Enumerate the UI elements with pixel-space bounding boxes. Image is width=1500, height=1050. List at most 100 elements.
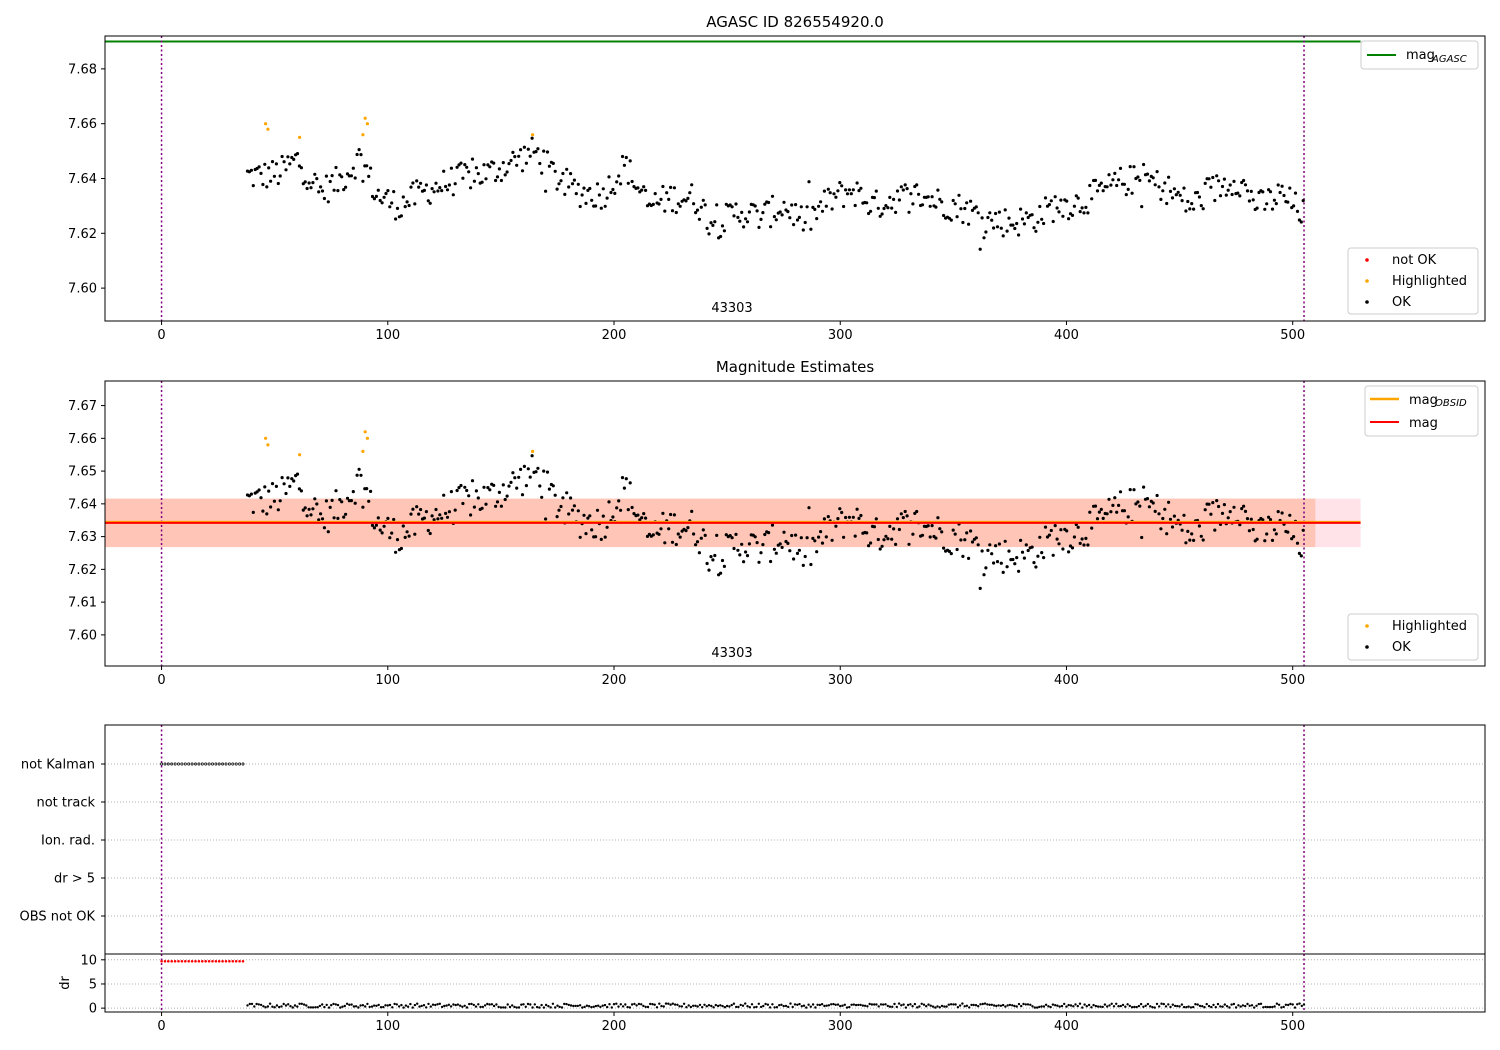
dr-point: [947, 1003, 950, 1006]
ok-point-477: [1163, 507, 1167, 511]
ok-point-201: [632, 511, 636, 516]
dr-point: [863, 1004, 867, 1007]
dr-point: [1282, 1005, 1285, 1009]
ok-point-153: [540, 171, 544, 175]
ok-point-328: [876, 206, 880, 210]
ok-point-218: [665, 191, 669, 195]
ok-point-273: [770, 194, 775, 198]
ok-point-191: [613, 191, 617, 195]
ok-point-472: [1153, 509, 1157, 513]
ok-point-259: [744, 217, 748, 221]
ok-point-546: [1295, 209, 1300, 213]
ok-point-451: [1113, 171, 1117, 175]
ok-point-113: [463, 163, 467, 167]
dr-point: [1293, 1006, 1297, 1009]
ok-point-254: [734, 202, 738, 206]
dr-point: [642, 1004, 645, 1008]
dr-point: [997, 1004, 1000, 1007]
dr-point: [949, 1003, 953, 1006]
dr-point: [431, 1003, 435, 1006]
ok-point-31: [305, 514, 309, 518]
ok-point-17: [278, 499, 282, 503]
ok-point-431: [1074, 194, 1078, 198]
ok-point-503: [1213, 528, 1217, 532]
dr-point: [375, 1004, 378, 1007]
dr-point: [1115, 1002, 1118, 1005]
ok-point-496: [1199, 204, 1203, 208]
dr-point: [1171, 1003, 1175, 1006]
ok-point-494: [1195, 190, 1200, 195]
ok-point-538: [1280, 511, 1284, 515]
dr-xtick-label-100: 100: [375, 1019, 400, 1034]
ok-point-444: [1099, 181, 1103, 185]
dr-point: [660, 1004, 663, 1008]
ok-point-192: [615, 180, 619, 184]
dr-point: [1300, 1004, 1304, 1008]
dr-point: [488, 1003, 491, 1006]
dr-point: [413, 1003, 417, 1007]
ok-point-424: [1061, 214, 1065, 218]
ok-point-179: [590, 198, 594, 202]
dr-point: [490, 1003, 494, 1006]
dr-point: [1026, 1003, 1030, 1006]
ok-point-151: [536, 466, 540, 470]
ok-point-122: [480, 506, 484, 510]
ok-point-45: [332, 516, 336, 520]
ok-point-294: [811, 536, 815, 541]
ok-point-173: [578, 535, 582, 539]
ok-point-60: [361, 505, 365, 509]
dr-xtick-label-0: 0: [157, 1019, 165, 1034]
ok-point-66: [372, 526, 376, 530]
ok-point-366: [949, 552, 953, 556]
ok-point-441: [1093, 178, 1098, 182]
ok-point-474: [1157, 512, 1161, 516]
ok-point-534: [1272, 198, 1276, 202]
dr-point: [420, 1004, 423, 1008]
ok-point-430: [1072, 535, 1076, 539]
ok-point-399: [1013, 562, 1017, 566]
ok-point-428: [1068, 544, 1073, 548]
ok-point-437: [1086, 211, 1090, 215]
ok-point-424: [1061, 547, 1065, 551]
ok-point-328: [876, 537, 880, 542]
ok-point-268: [761, 211, 765, 215]
ok-point-145: [524, 484, 529, 488]
ok-point-542: [1288, 186, 1292, 190]
ok-point-238: [703, 533, 707, 538]
dr-point: [1169, 1005, 1172, 1009]
ok-point-324: [869, 541, 873, 545]
ok-point-144: [522, 464, 527, 468]
dr-point: [284, 1004, 288, 1007]
ok-point-506: [1218, 194, 1223, 198]
ok-point-228: [684, 199, 688, 203]
ok-point-17: [278, 174, 282, 178]
dr-point: [1054, 1004, 1057, 1007]
ok-point-68: [376, 188, 380, 192]
ok-point-138: [511, 150, 515, 154]
ok-point-382: [980, 549, 984, 553]
dr-point: [1182, 1005, 1186, 1009]
ok-point-21: [286, 155, 290, 159]
dr-point: [1284, 1003, 1288, 1006]
ok-point-260: [745, 554, 750, 558]
ok-point-3: [251, 184, 255, 188]
ok-point-530: [1265, 202, 1269, 206]
ok-point-82: [403, 205, 407, 209]
dr-point: [1135, 1005, 1138, 1009]
ok-point-391: [997, 210, 1002, 214]
ok-point-394: [1003, 539, 1007, 543]
ok-point-229: [686, 526, 690, 530]
dr-point: [289, 1005, 292, 1008]
dr-point: [886, 1004, 889, 1008]
dr-point: [364, 1005, 367, 1008]
ok-point-285: [794, 533, 798, 537]
ok-point-307: [836, 517, 840, 521]
ok-point-454: [1118, 490, 1123, 494]
ok-point-411: [1036, 554, 1040, 558]
ok-point-223: [674, 210, 678, 215]
ok-point-370: [957, 193, 961, 197]
ok-point-133: [501, 161, 505, 165]
ok-point-252: [730, 205, 734, 209]
ok-point-162: [557, 182, 561, 186]
